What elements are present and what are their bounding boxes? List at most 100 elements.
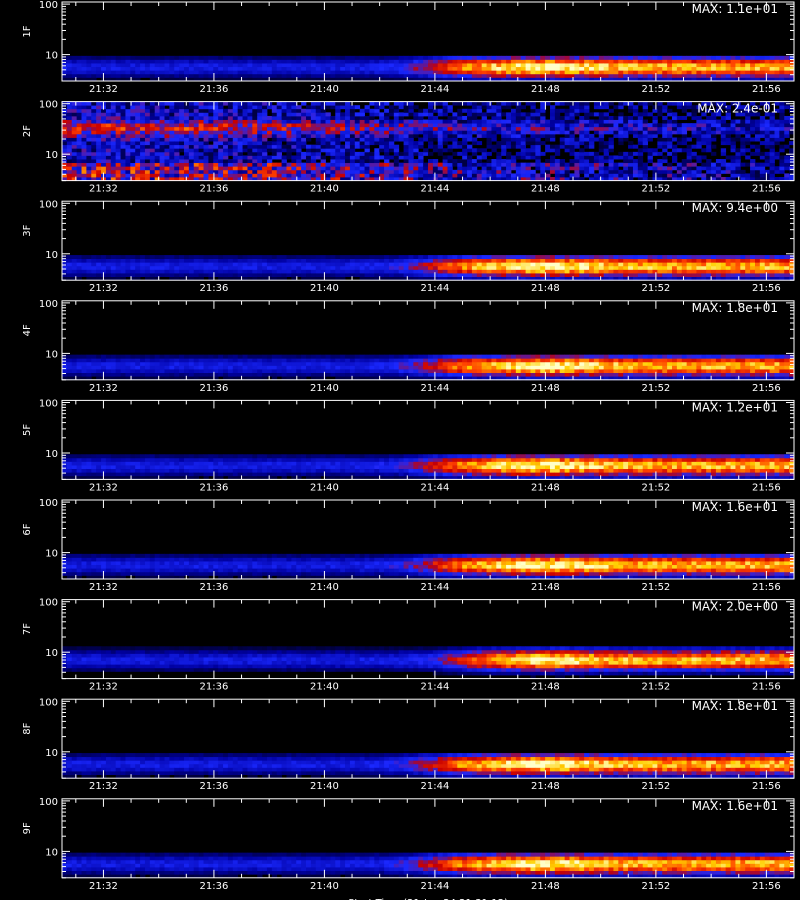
panel-label: 6F — [22, 523, 33, 535]
y-tick-label: 10 — [45, 549, 58, 560]
heatmap-4f — [62, 354, 795, 381]
panel-8f: 10 100 21:32 21:36 21:40 21:44 21:48 21:52 21:56… — [22, 697, 795, 792]
x-tick-label: 21:52 — [641, 881, 670, 892]
x-tick-label: 21:44 — [420, 881, 449, 892]
x-tick-label: 21:52 — [641, 482, 670, 493]
x-tick-label: 21:56 — [752, 881, 781, 892]
x-tick-label: 21:36 — [200, 84, 229, 95]
x-axis-label: Start Time (21-Jun-24 21:31:12) — [348, 898, 508, 900]
max-label: MAX: 1.8e+01 — [692, 699, 778, 713]
y-tick-label: 100 — [39, 299, 58, 310]
x-tick-label: 21:56 — [752, 84, 781, 95]
x-tick-label: 21:40 — [310, 482, 339, 493]
x-tick-label: 21:48 — [531, 781, 560, 792]
x-tick-label: 21:40 — [310, 84, 339, 95]
x-tick-label: 21:52 — [641, 582, 670, 593]
y-tick-label: 100 — [39, 199, 58, 210]
max-label: MAX: 9.4e+00 — [692, 201, 778, 215]
panel-label: 8F — [22, 722, 33, 734]
plot-frame — [61, 499, 795, 580]
x-tick-label: 21:40 — [310, 881, 339, 892]
x-tick-label: 21:40 — [310, 383, 339, 394]
x-tick-label: 21:48 — [531, 283, 560, 294]
panel-7f: 10 100 21:32 21:36 21:40 21:44 21:48 21:52 21:56… — [22, 598, 795, 693]
x-tick-label: 21:36 — [200, 682, 229, 693]
heatmap-7f — [62, 646, 795, 679]
heatmap-5f — [62, 454, 795, 480]
x-tick-label: 21:44 — [420, 84, 449, 95]
y-tick-label: 10 — [45, 250, 58, 261]
panel-label: 7F — [22, 623, 33, 635]
x-tick-label: 21:52 — [641, 283, 670, 294]
x-tick-label: 21:56 — [752, 682, 781, 693]
max-label: MAX: 1.2e+01 — [692, 400, 778, 414]
y-tick-label: 100 — [39, 100, 58, 111]
y-tick-label: 100 — [39, 398, 58, 409]
plot-frame — [61, 101, 795, 182]
y-tick-label: 100 — [39, 498, 58, 509]
x-tick-label: 21:36 — [200, 881, 229, 892]
x-tick-label: 21:32 — [89, 881, 118, 892]
x-tick-label: 21:48 — [531, 682, 560, 693]
x-tick-label: 21:56 — [752, 582, 781, 593]
panel-label: 1F — [22, 25, 33, 37]
plot-frame — [61, 399, 795, 480]
x-tick-label: 21:44 — [420, 283, 449, 294]
x-tick-label: 21:32 — [89, 482, 118, 493]
x-tick-label: 21:40 — [310, 582, 339, 593]
x-tick-label: 21:36 — [200, 781, 229, 792]
y-tick-label: 10 — [45, 748, 58, 759]
plot-frame — [61, 599, 795, 680]
panel-4f: 10 100 21:32 21:36 21:40 21:44 21:48 21:52 21:56… — [22, 299, 795, 394]
x-tick-label: 21:32 — [89, 383, 118, 394]
max-label: MAX: 1.6e+01 — [692, 799, 778, 813]
x-tick-label: 21:56 — [752, 283, 781, 294]
x-tick-label: 21:56 — [752, 184, 781, 195]
heatmap-9f — [62, 852, 795, 879]
max-label: MAX: 2.0e+00 — [692, 600, 778, 614]
heatmap-6f — [62, 553, 795, 580]
panel-1f: 10 100 21:32 21:36 21:40 21:44 21:48 21:52 21:56… — [22, 0, 795, 95]
y-tick-label: 10 — [45, 51, 58, 62]
x-tick-label: 21:36 — [200, 283, 229, 294]
x-tick-label: 21:56 — [752, 781, 781, 792]
plot-frame — [61, 698, 795, 779]
y-tick-label: 10 — [45, 449, 58, 460]
y-tick-label: 10 — [45, 150, 58, 161]
x-tick-label: 21:52 — [641, 184, 670, 195]
x-tick-label: 21:48 — [531, 184, 560, 195]
panel-label: 9F — [22, 822, 33, 834]
y-tick-label: 100 — [39, 598, 58, 609]
x-tick-label: 21:48 — [531, 482, 560, 493]
x-tick-label: 21:32 — [89, 781, 118, 792]
panel-label: 3F — [22, 224, 33, 236]
x-tick-label: 21:48 — [531, 84, 560, 95]
x-tick-label: 21:56 — [752, 383, 781, 394]
x-tick-label: 21:40 — [310, 781, 339, 792]
x-tick-label: 21:40 — [310, 184, 339, 195]
y-tick-label: 100 — [39, 0, 58, 11]
x-tick-label: 21:52 — [641, 383, 670, 394]
x-tick-label: 21:44 — [420, 781, 449, 792]
panel-5f: 10 100 21:32 21:36 21:40 21:44 21:48 21:52 21:56… — [22, 398, 795, 493]
x-tick-label: 21:36 — [200, 482, 229, 493]
heatmap-8f — [62, 753, 795, 779]
panel-3f: 10 100 21:32 21:36 21:40 21:44 21:48 21:52 21:56… — [22, 199, 795, 294]
panel-6f: 10 100 21:32 21:36 21:40 21:44 21:48 21:52 21:56… — [22, 498, 795, 593]
x-tick-label: 21:44 — [420, 184, 449, 195]
plot-frame — [61, 300, 795, 381]
panel-label: 4F — [22, 324, 33, 336]
x-tick-label: 21:48 — [531, 383, 560, 394]
heatmap-1f — [62, 55, 795, 82]
panel-2f: 10 100 21:32 21:36 21:40 21:44 21:48 21:52 21:56… — [22, 100, 795, 195]
panel-9f: 10 100 21:32 21:36 21:40 21:44 21:48 21:52 21:56… — [22, 797, 795, 892]
panel-label: 2F — [22, 125, 33, 137]
max-label: MAX: 1.1e+01 — [692, 2, 778, 16]
x-tick-label: 21:32 — [89, 582, 118, 593]
x-tick-label: 21:36 — [200, 383, 229, 394]
x-tick-label: 21:40 — [310, 283, 339, 294]
x-tick-label: 21:44 — [420, 383, 449, 394]
x-tick-label: 21:48 — [531, 881, 560, 892]
plot-frame — [61, 798, 795, 879]
